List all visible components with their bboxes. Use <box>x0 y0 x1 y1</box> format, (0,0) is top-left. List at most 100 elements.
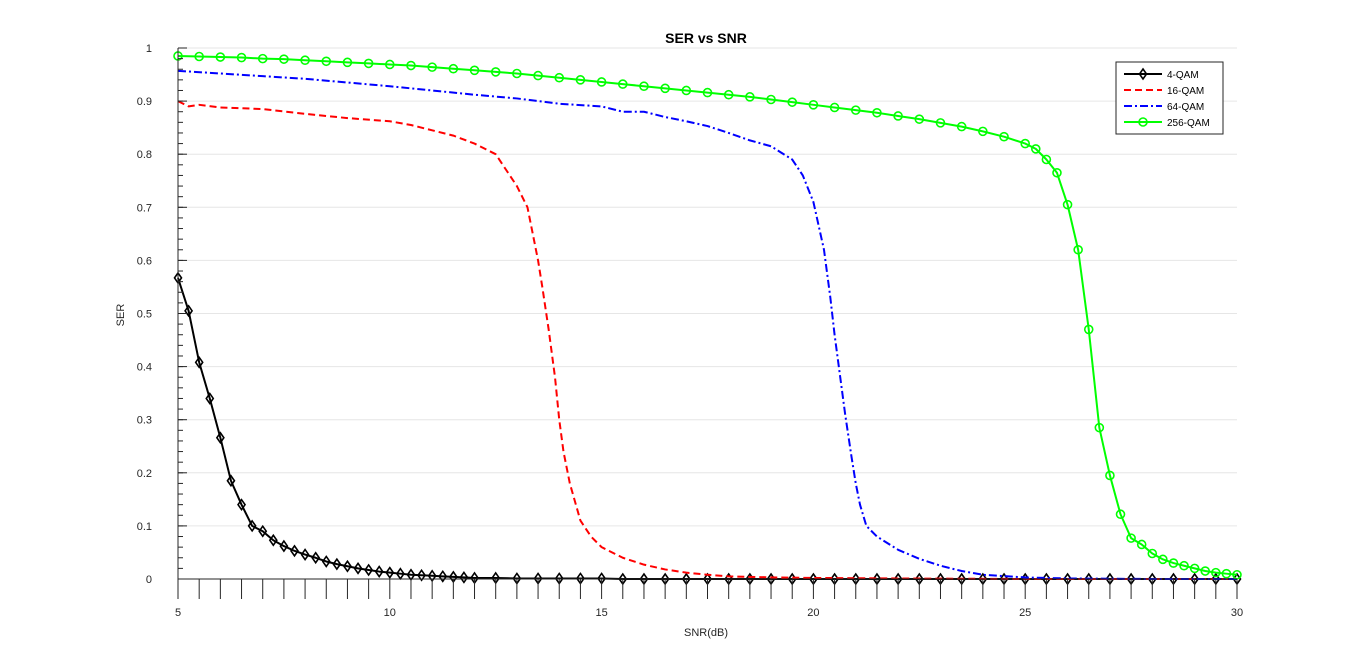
legend-label: 256-QAM <box>1167 118 1210 129</box>
data-point <box>247 519 257 533</box>
data-point <box>236 52 247 63</box>
data-point <box>279 539 289 553</box>
data-point <box>194 51 204 62</box>
data-point <box>1179 560 1189 571</box>
data-point <box>469 65 480 76</box>
legend-marker <box>1138 67 1148 81</box>
data-point <box>1052 167 1062 178</box>
data-point <box>1136 539 1147 550</box>
data-point <box>1211 567 1221 578</box>
data-point <box>1168 558 1179 568</box>
legend-entry: 16-QAM <box>1124 86 1204 97</box>
data-point <box>490 67 501 77</box>
data-point <box>745 92 755 102</box>
data-point <box>914 114 925 124</box>
data-point <box>226 474 236 488</box>
data-point <box>427 62 437 72</box>
data-point <box>1062 199 1073 210</box>
data-point <box>459 571 469 584</box>
series-line <box>177 100 1237 580</box>
series-line <box>177 54 1238 576</box>
data-point <box>1126 533 1136 543</box>
data-point <box>311 551 321 565</box>
legend: 4-QAM 16-QAM 64-QAM 256-QAM <box>1115 61 1224 135</box>
data-point <box>702 87 713 98</box>
data-point <box>438 569 448 583</box>
data-point <box>385 566 395 580</box>
data-point <box>417 568 427 582</box>
y-tick-label: 1 <box>146 43 152 55</box>
grid-lines <box>178 47 1237 527</box>
legend-entry: 256-QAM <box>1124 117 1210 129</box>
data-point <box>723 89 734 100</box>
legend-label: 16-QAM <box>1167 86 1204 97</box>
data-point <box>184 304 194 318</box>
series-16-qam <box>177 100 1237 580</box>
data-point <box>1041 154 1052 165</box>
series-64-qam <box>177 69 1237 580</box>
data-point <box>1221 568 1232 579</box>
data-point <box>935 118 946 128</box>
data-point <box>956 121 967 132</box>
series-layer <box>173 51 1242 586</box>
data-point <box>1020 138 1030 149</box>
x-tick-label: 30 <box>1231 607 1243 619</box>
x-tick-label: 15 <box>595 607 607 619</box>
chart-title: SER vs SNR <box>665 30 747 46</box>
data-point <box>205 392 215 405</box>
data-point <box>1094 422 1105 433</box>
axes: 00.10.20.30.40.50.60.70.80.915 10 15 20 25 30 <box>137 43 1243 619</box>
x-tick-label: 20 <box>807 607 819 619</box>
data-point <box>364 563 374 577</box>
data-point <box>1189 563 1200 574</box>
y-tick-label: 0.3 <box>137 415 152 427</box>
data-point <box>257 53 268 64</box>
data-point <box>512 68 522 79</box>
data-point <box>342 57 353 68</box>
legend-entry: 64-QAM <box>1124 102 1204 113</box>
data-point <box>353 561 363 575</box>
data-point <box>268 533 278 547</box>
data-point <box>554 72 565 83</box>
data-point <box>342 559 352 573</box>
y-tick-label: 0.5 <box>137 309 152 321</box>
y-tick-label: 0.1 <box>137 521 152 533</box>
data-point <box>258 524 268 538</box>
data-point <box>279 54 289 64</box>
data-point <box>872 107 882 118</box>
data-point <box>406 60 416 71</box>
y-tick-label: 0.7 <box>137 202 152 214</box>
data-point <box>194 355 204 369</box>
data-point <box>787 97 798 107</box>
y-tick-label: 0.2 <box>137 468 152 480</box>
y-tick-label: 0.9 <box>137 96 152 108</box>
data-point <box>300 548 310 561</box>
data-point <box>384 59 395 70</box>
data-point <box>363 58 374 69</box>
x-tick-label: 25 <box>1019 607 1031 619</box>
data-point <box>321 555 331 568</box>
data-point <box>1073 244 1083 255</box>
data-point <box>1200 566 1211 576</box>
data-point <box>829 102 840 113</box>
data-point <box>300 55 310 66</box>
y-tick-label: 0 <box>146 574 152 586</box>
data-point <box>332 557 342 571</box>
legend-label: 64-QAM <box>1167 102 1204 113</box>
y-tick-label: 0.6 <box>137 255 152 267</box>
data-point <box>1030 144 1041 154</box>
y-tick-label: 0.8 <box>137 149 152 161</box>
series-line <box>177 69 1237 580</box>
data-point <box>808 100 819 110</box>
data-point <box>448 63 459 74</box>
data-point <box>215 431 225 445</box>
data-point <box>639 81 649 92</box>
data-point <box>617 79 628 89</box>
data-point <box>575 75 586 85</box>
x-tick-label: 5 <box>175 607 181 619</box>
data-point <box>893 111 903 121</box>
data-point <box>999 131 1009 142</box>
data-point <box>1158 554 1168 565</box>
